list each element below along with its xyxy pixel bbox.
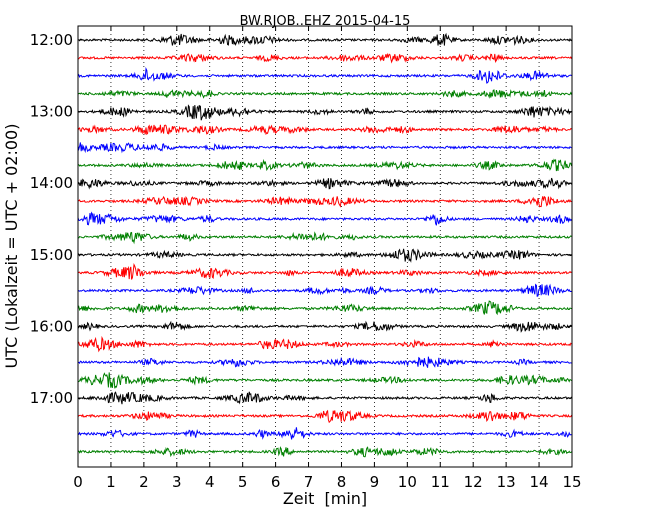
y-tick-label: 13:00 xyxy=(30,103,73,121)
x-tick-label: 2 xyxy=(139,473,149,491)
vertical-grid-lines xyxy=(110,26,540,467)
plot-frame xyxy=(77,25,573,468)
x-tick-label: 3 xyxy=(172,473,182,491)
trace-line xyxy=(78,335,572,353)
x-tick-label: 7 xyxy=(304,473,314,491)
trace-line xyxy=(77,211,573,226)
trace-line xyxy=(77,320,572,333)
x-tick-label: 8 xyxy=(337,473,347,491)
y-tick-label: 14:00 xyxy=(30,174,73,192)
trace-line xyxy=(77,124,572,136)
x-tick-label: 11 xyxy=(431,473,450,491)
x-tick-label: 9 xyxy=(370,473,380,491)
y-axis-label: UTC (Lokalzeit = UTC + 02:00) xyxy=(2,124,21,369)
trace-line xyxy=(77,66,572,84)
trace-line xyxy=(77,372,572,389)
chart-title: BW.RJOB..EHZ 2015-04-15 xyxy=(240,14,411,29)
x-axis-ticks: 0 1 2 3 4 5 6 7 8 9 10 11 12 13 14 15 xyxy=(73,26,582,491)
y-axis-ticks: 12:00 13:00 14:00 15:00 16:00 17:00 xyxy=(30,31,572,407)
trace-line xyxy=(77,248,572,263)
trace-line xyxy=(77,195,572,208)
trace-line xyxy=(77,32,572,47)
trace-line xyxy=(77,300,572,316)
x-tick-label: 12 xyxy=(464,473,483,491)
trace-line xyxy=(77,427,572,440)
trace-line xyxy=(77,52,573,64)
x-tick-label: 14 xyxy=(530,473,549,491)
trace-line xyxy=(77,263,572,280)
trace-line xyxy=(77,231,572,245)
x-tick-label: 10 xyxy=(398,473,417,491)
x-tick-label: 15 xyxy=(562,473,581,491)
seismic-traces xyxy=(77,32,573,458)
x-axis-label: Zeit [min] xyxy=(283,489,367,508)
trace-line xyxy=(77,104,572,121)
x-tick-label: 5 xyxy=(238,473,248,491)
y-tick-label: 12:00 xyxy=(30,31,73,49)
x-tick-label: 0 xyxy=(73,473,83,491)
trace-line xyxy=(77,446,572,458)
trace-line xyxy=(77,391,573,405)
trace-line xyxy=(77,409,573,424)
y-tick-label: 16:00 xyxy=(30,317,73,335)
x-tick-label: 13 xyxy=(497,473,516,491)
trace-line xyxy=(77,142,572,154)
x-tick-label: 1 xyxy=(106,473,116,491)
y-tick-label: 17:00 xyxy=(30,389,73,407)
y-tick-label: 15:00 xyxy=(30,246,73,264)
trace-line xyxy=(77,158,573,172)
trace-line xyxy=(77,283,572,298)
x-tick-label: 4 xyxy=(205,473,215,491)
x-tick-label: 6 xyxy=(271,473,281,491)
trace-line xyxy=(77,356,572,368)
trace-line xyxy=(77,89,573,99)
trace-line xyxy=(77,177,572,190)
